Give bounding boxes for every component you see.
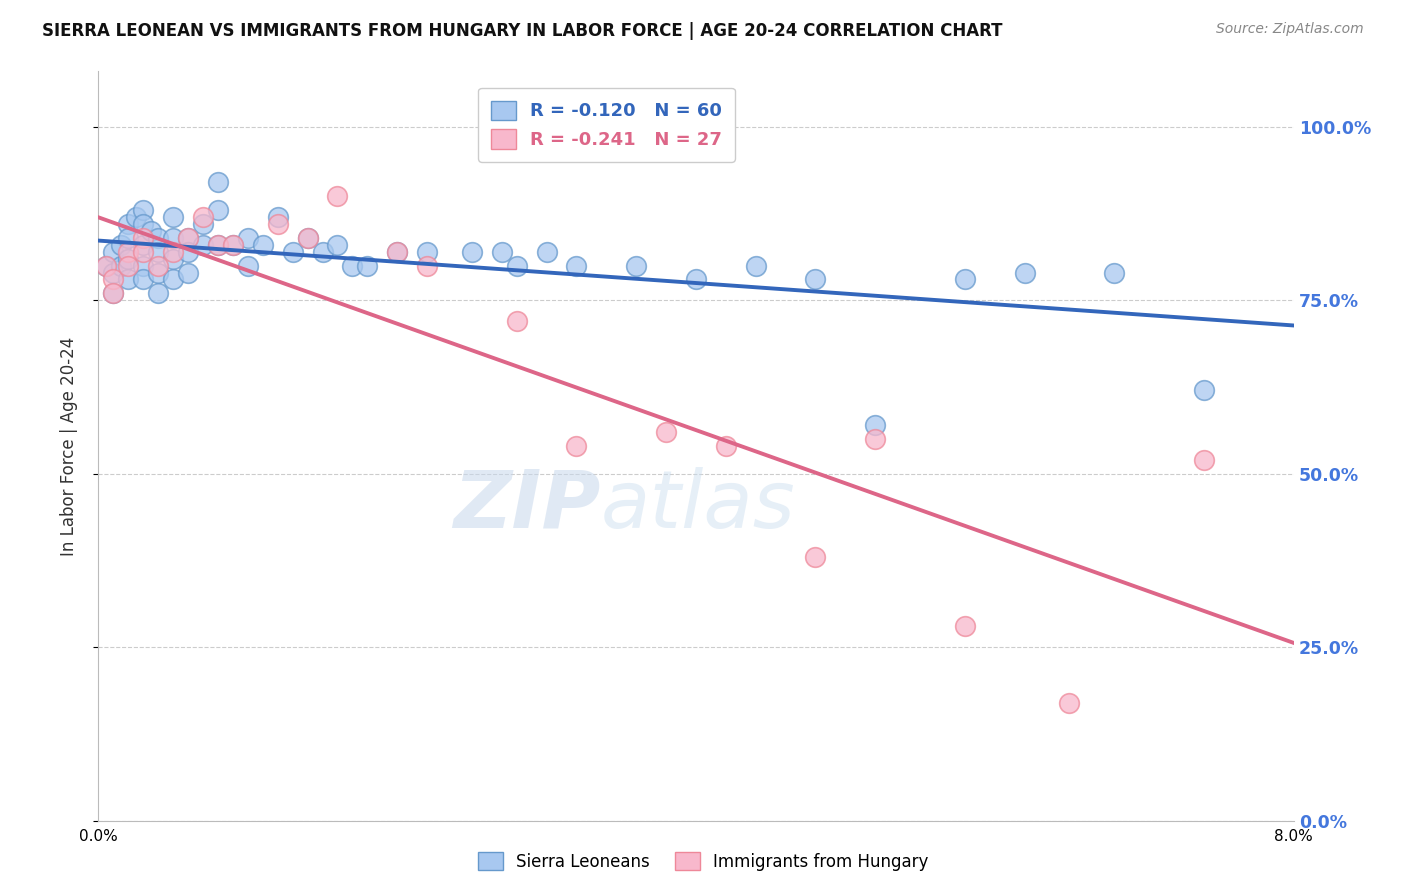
Point <box>626 259 648 273</box>
Point <box>177 244 200 259</box>
Point <box>506 314 529 328</box>
Point <box>177 231 200 245</box>
Point <box>132 244 155 259</box>
Point <box>117 217 139 231</box>
Point <box>191 210 214 224</box>
Point <box>103 286 125 301</box>
Point <box>148 286 170 301</box>
Point <box>103 244 125 259</box>
Point <box>117 252 139 266</box>
Point <box>207 175 229 189</box>
Point <box>326 189 349 203</box>
Point <box>714 439 737 453</box>
Point <box>117 231 139 245</box>
Legend: Sierra Leoneans, Immigrants from Hungary: Sierra Leoneans, Immigrants from Hungary <box>470 844 936 880</box>
Point <box>281 244 304 259</box>
Point <box>132 272 155 286</box>
Point <box>177 266 200 280</box>
Text: ZIP: ZIP <box>453 467 600 545</box>
Point <box>745 259 768 273</box>
Point <box>655 425 678 439</box>
Point <box>148 231 170 245</box>
Point <box>865 432 887 446</box>
Point <box>177 231 200 245</box>
Point <box>132 231 155 245</box>
Point <box>162 210 184 224</box>
Point <box>103 272 125 286</box>
Text: Source: ZipAtlas.com: Source: ZipAtlas.com <box>1216 22 1364 37</box>
Point <box>103 286 125 301</box>
Point <box>491 244 513 259</box>
Point <box>865 418 887 433</box>
Point <box>148 266 170 280</box>
Point <box>132 203 155 218</box>
Point <box>536 244 558 259</box>
Point <box>132 237 155 252</box>
Point <box>342 259 364 273</box>
Point <box>685 272 707 286</box>
Point <box>565 439 588 453</box>
Point <box>804 549 827 564</box>
Point <box>162 231 184 245</box>
Point <box>461 244 484 259</box>
Point <box>804 272 827 286</box>
Point <box>1059 696 1081 710</box>
Point <box>1014 266 1036 280</box>
Point <box>125 210 148 224</box>
Point <box>222 237 245 252</box>
Point <box>953 272 976 286</box>
Point <box>1104 266 1126 280</box>
Point <box>162 244 184 259</box>
Point <box>416 244 439 259</box>
Point <box>94 259 117 273</box>
Point <box>110 259 132 273</box>
Point <box>236 259 259 273</box>
Point <box>297 231 319 245</box>
Point <box>1192 384 1215 398</box>
Point <box>117 272 139 286</box>
Point <box>385 244 409 259</box>
Point <box>132 259 155 273</box>
Point <box>297 231 319 245</box>
Point <box>207 237 229 252</box>
Point <box>117 244 139 259</box>
Point <box>222 237 245 252</box>
Y-axis label: In Labor Force | Age 20-24: In Labor Force | Age 20-24 <box>59 336 77 556</box>
Point <box>356 259 378 273</box>
Point <box>252 237 274 252</box>
Point <box>953 619 976 633</box>
Point <box>162 252 184 266</box>
Text: atlas: atlas <box>600 467 796 545</box>
Point <box>162 272 184 286</box>
Point <box>267 210 290 224</box>
Point <box>103 266 125 280</box>
Point <box>191 237 214 252</box>
Text: SIERRA LEONEAN VS IMMIGRANTS FROM HUNGARY IN LABOR FORCE | AGE 20-24 CORRELATION: SIERRA LEONEAN VS IMMIGRANTS FROM HUNGAR… <box>42 22 1002 40</box>
Point <box>117 259 139 273</box>
Point <box>267 217 290 231</box>
Legend: R = -0.120   N = 60, R = -0.241   N = 27: R = -0.120 N = 60, R = -0.241 N = 27 <box>478 88 735 162</box>
Point <box>236 231 259 245</box>
Point <box>110 237 132 252</box>
Point <box>385 244 409 259</box>
Point <box>416 259 439 273</box>
Point <box>207 237 229 252</box>
Point <box>1192 453 1215 467</box>
Point <box>207 203 229 218</box>
Point <box>94 259 117 273</box>
Point <box>139 224 162 238</box>
Point <box>326 237 349 252</box>
Point <box>506 259 529 273</box>
Point <box>191 217 214 231</box>
Point <box>565 259 588 273</box>
Point <box>132 217 155 231</box>
Point <box>148 259 170 273</box>
Point <box>148 244 170 259</box>
Point <box>311 244 333 259</box>
